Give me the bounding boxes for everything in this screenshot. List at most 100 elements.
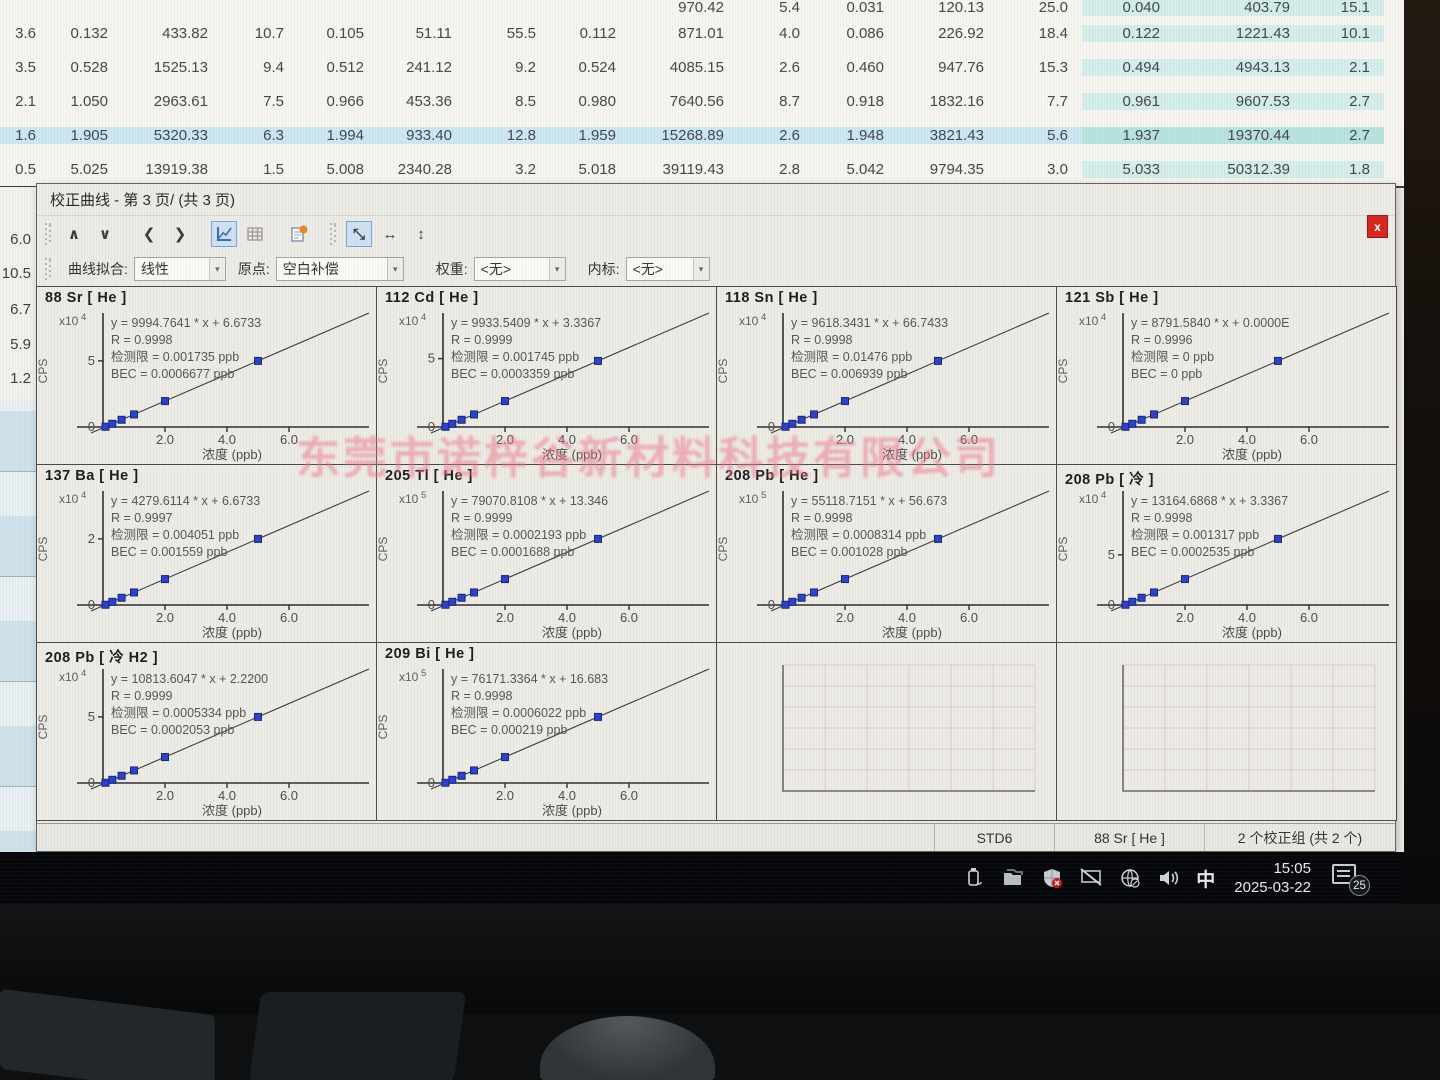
table-cell[interactable]: 2.7	[1304, 126, 1384, 144]
table-cell[interactable]: 15.1	[1304, 0, 1384, 16]
table-cell[interactable]: 0.105	[326, 24, 364, 42]
calibration-point[interactable]	[1274, 534, 1282, 543]
table-cell[interactable]: 0.460	[846, 58, 884, 76]
calibration-point[interactable]	[797, 593, 806, 602]
table-cell[interactable]: 9607.53	[1174, 92, 1304, 110]
table-cell[interactable]: 0.961	[1082, 92, 1174, 110]
table-cell[interactable]: 1.5	[263, 160, 284, 178]
table-cell[interactable]: 120.13	[938, 0, 984, 16]
taskbar-clock[interactable]: 15:05 2025-03-22	[1234, 859, 1311, 897]
calibration-point[interactable]	[254, 712, 262, 721]
table-cell[interactable]: 55.5	[506, 24, 536, 42]
table-cell[interactable]: 18.4	[1038, 24, 1068, 42]
calibration-point[interactable]	[130, 410, 138, 419]
calibration-point[interactable]	[457, 593, 466, 602]
calibration-point[interactable]	[441, 600, 450, 609]
table-cell[interactable]: 0.132	[70, 24, 108, 42]
table-cell[interactable]: 1.050	[70, 92, 108, 110]
table-cell[interactable]: 10.7	[254, 24, 284, 42]
calibration-point[interactable]	[1137, 415, 1146, 424]
table-cell[interactable]: 453.36	[406, 92, 452, 110]
table-cell[interactable]: 7640.56	[669, 92, 724, 110]
calibration-point[interactable]	[1121, 600, 1130, 609]
table-view-button[interactable]	[242, 221, 268, 247]
table-cell[interactable]: 5.033	[1082, 160, 1174, 178]
calibration-point[interactable]	[934, 356, 942, 365]
table-cell[interactable]: 7.5	[263, 92, 284, 110]
table-cell[interactable]: 0.528	[70, 58, 108, 76]
calibration-panel[interactable]: 88 Sr [ He ] 2.0 4.0 6.0 浓度 (ppb) x10 4 5 0 CPS y…	[36, 286, 377, 465]
fit-width-button[interactable]: ↔	[382, 225, 398, 243]
calibration-point[interactable]	[501, 753, 509, 762]
calibration-point[interactable]	[161, 575, 169, 584]
window-titlebar[interactable]: 校正曲线 - 第 3 页/ (共 3 页)	[37, 184, 1395, 216]
table-cell[interactable]: 12.8	[466, 126, 550, 144]
fit-height-button[interactable]: ↕	[417, 225, 425, 243]
calibration-point[interactable]	[810, 410, 818, 419]
table-cell[interactable]: 0.966	[326, 92, 364, 110]
export-button[interactable]	[286, 221, 312, 247]
table-cell[interactable]: 9.4	[263, 58, 284, 76]
table-cell[interactable]: 0.918	[846, 92, 884, 110]
calibration-point[interactable]	[108, 597, 117, 606]
calibration-point[interactable]	[457, 771, 466, 780]
table-cell[interactable]: 1.6	[0, 126, 50, 144]
table-cell[interactable]: 25.0	[1038, 0, 1068, 16]
usb-device-icon[interactable]	[962, 866, 986, 890]
table-cell[interactable]: 9.2	[515, 58, 536, 76]
calibration-point[interactable]	[841, 397, 849, 406]
table-cell[interactable]: 0.5	[15, 160, 36, 178]
table-cell[interactable]: 226.92	[938, 24, 984, 42]
table-cell[interactable]: 19370.44	[1174, 126, 1304, 144]
table-cell[interactable]: 9794.35	[929, 160, 984, 178]
table-cell[interactable]: 2.6	[779, 58, 800, 76]
calibration-point[interactable]	[1181, 575, 1189, 584]
calibration-point[interactable]	[470, 588, 478, 597]
calibration-point[interactable]	[841, 575, 849, 584]
calibration-point[interactable]	[501, 397, 509, 406]
calibration-point[interactable]	[254, 356, 262, 365]
calibration-point[interactable]	[457, 415, 466, 424]
table-cell[interactable]: 2.8	[779, 160, 800, 178]
table-cell[interactable]: 947.76	[938, 58, 984, 76]
empty-panel[interactable]	[1056, 642, 1397, 821]
table-cell[interactable]: 241.12	[406, 58, 452, 76]
table-cell[interactable]: 5.008	[326, 160, 364, 178]
table-cell[interactable]: 2.7	[1304, 92, 1384, 110]
calibration-point[interactable]	[1137, 593, 1146, 602]
calibration-panel[interactable]: 112 Cd [ He ] 2.0 4.0 6.0 浓度 (ppb) x10 4 5 0 CPS…	[376, 286, 717, 465]
table-cell[interactable]: 871.01	[678, 24, 724, 42]
table-cell[interactable]: 403.79	[1174, 0, 1304, 16]
table-cell[interactable]: 1.959	[550, 126, 630, 144]
volume-icon[interactable]	[1157, 866, 1181, 890]
table-cell[interactable]: 0.040	[1082, 0, 1174, 16]
table-cell[interactable]: 7.7	[1047, 92, 1068, 110]
calibration-point[interactable]	[130, 588, 138, 597]
table-cell[interactable]: 5.018	[578, 160, 616, 178]
table-cell[interactable]: 0.086	[846, 24, 884, 42]
table-cell[interactable]: 5.042	[846, 160, 884, 178]
origin-select[interactable]: 空白补偿 ▾	[275, 257, 404, 281]
table-cell[interactable]: 1525.13	[153, 58, 208, 76]
calibration-point[interactable]	[788, 597, 797, 606]
table-cell[interactable]: 0.122	[1082, 24, 1174, 42]
table-cell[interactable]: 1.8	[1304, 160, 1384, 178]
table-cell[interactable]: 1.905	[50, 126, 122, 144]
table-cell[interactable]: 4085.15	[669, 58, 724, 76]
fit-select[interactable]: 线性 ▾	[133, 257, 226, 281]
calibration-point[interactable]	[810, 588, 818, 597]
calibration-point[interactable]	[161, 397, 169, 406]
table-cell[interactable]: 2.6	[738, 126, 814, 144]
calibration-point[interactable]	[797, 415, 806, 424]
table-cell[interactable]: 39119.43	[662, 160, 724, 178]
calibration-point[interactable]	[1181, 397, 1189, 406]
fit-window-button[interactable]: ⤡	[346, 221, 372, 247]
calibration-panel[interactable]: 137 Ba [ He ] 2.0 4.0 6.0 浓度 (ppb) x10 4 2 0 CPS…	[36, 464, 377, 643]
calibration-point[interactable]	[594, 534, 602, 543]
calibration-point[interactable]	[781, 600, 790, 609]
calibration-point[interactable]	[108, 419, 117, 428]
calibration-panel[interactable]: 208 Pb [ 冷 ] 2.0 4.0 6.0 浓度 (ppb) x10 4 5 0 CPS y…	[1056, 464, 1397, 643]
calibration-point[interactable]	[130, 766, 138, 775]
calibration-point[interactable]	[441, 422, 450, 431]
table-cell[interactable]: 3.0	[1047, 160, 1068, 178]
